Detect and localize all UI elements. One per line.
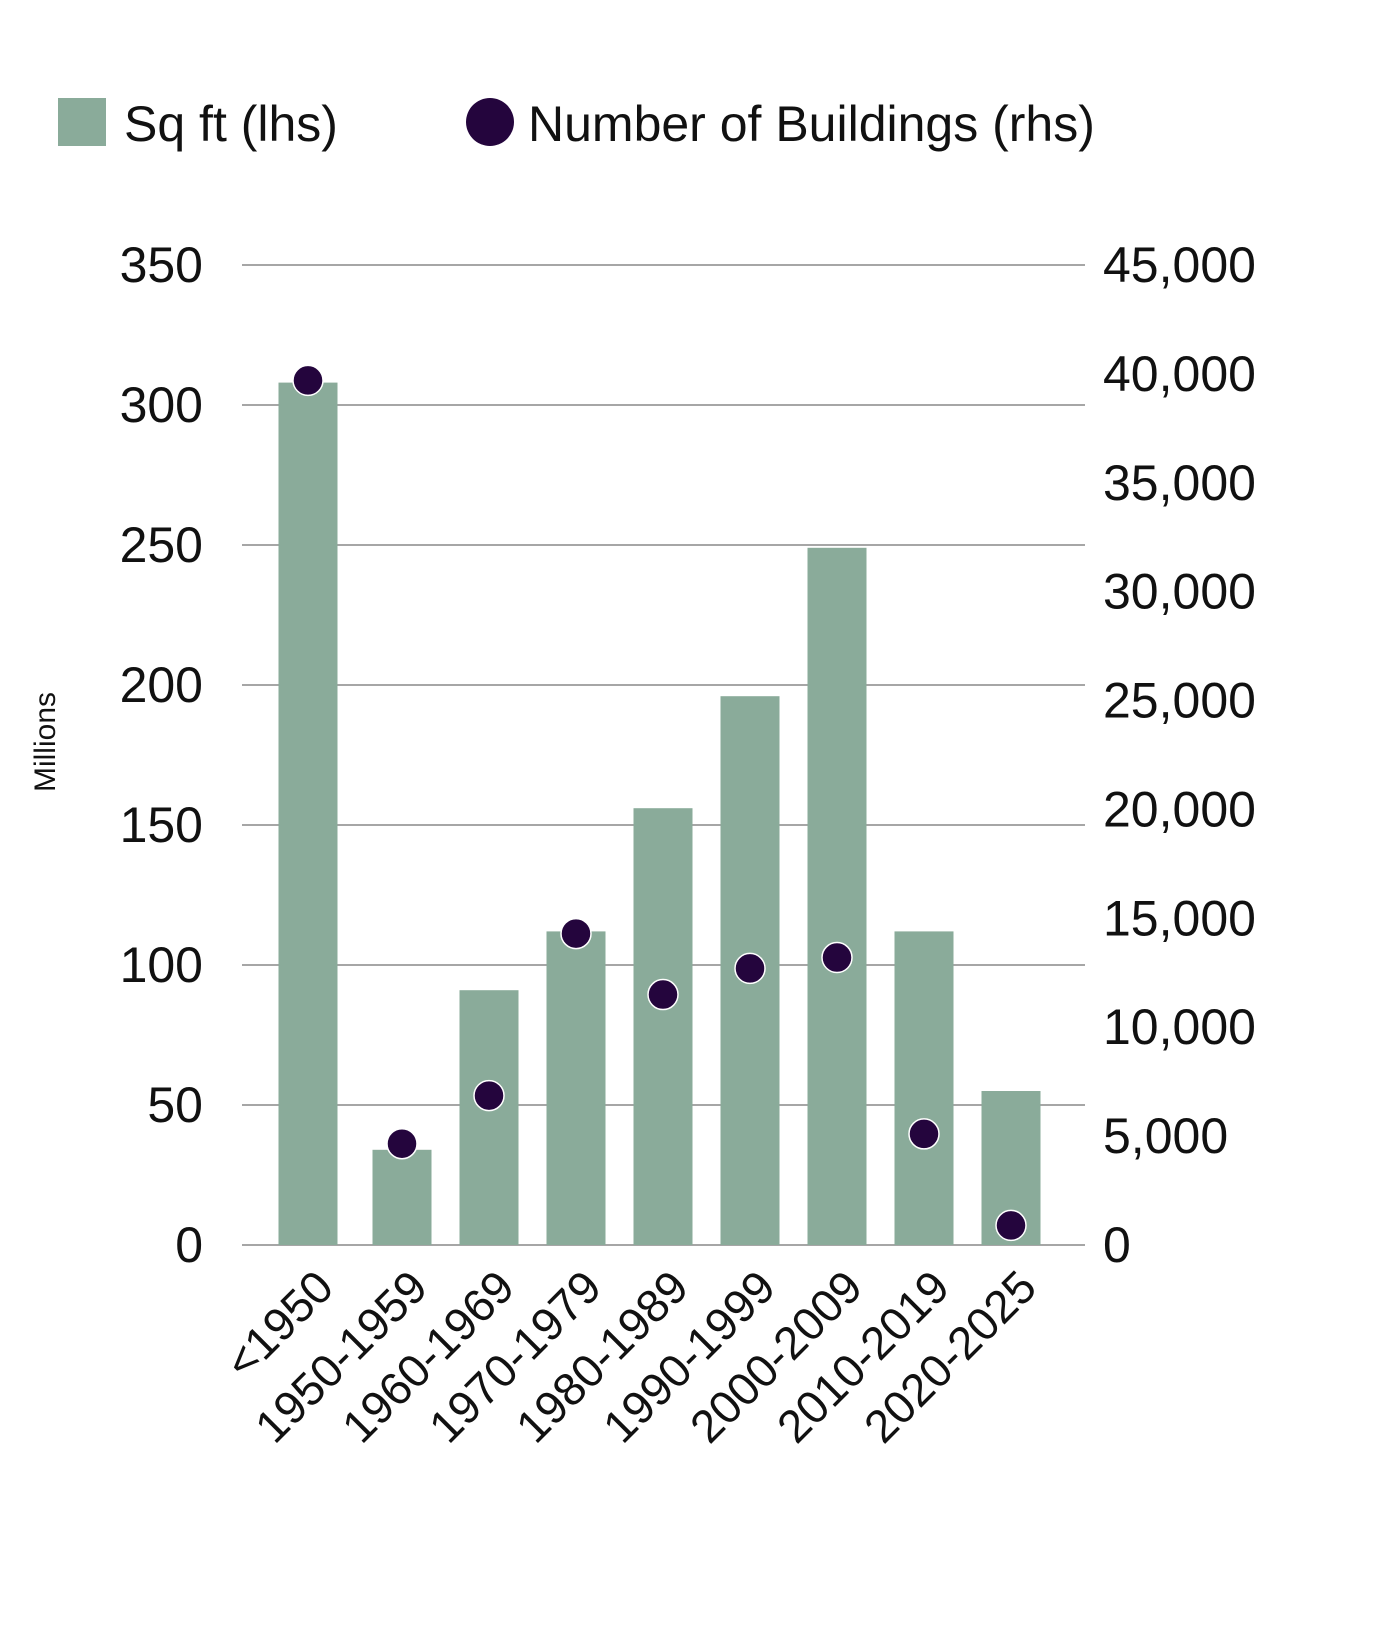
legend-label-sq-ft: Sq ft (lhs) bbox=[124, 96, 338, 152]
data-point bbox=[473, 1079, 505, 1112]
right-tick-label: 20,000 bbox=[1103, 781, 1256, 837]
bar bbox=[807, 547, 867, 1245]
left-axis-label: Millions bbox=[29, 692, 62, 792]
left-tick-label: 150 bbox=[120, 797, 203, 853]
right-tick-label: 5,000 bbox=[1103, 1108, 1228, 1164]
left-tick-label: 350 bbox=[120, 237, 203, 293]
left-tick-label: 300 bbox=[120, 377, 203, 433]
bar bbox=[546, 931, 606, 1245]
data-point bbox=[821, 941, 853, 974]
data-point bbox=[995, 1209, 1027, 1242]
bar bbox=[894, 931, 954, 1245]
legend: Sq ft (lhs) Number of Buildings (rhs) bbox=[58, 96, 1095, 152]
right-tick-label: 30,000 bbox=[1103, 564, 1256, 620]
right-tick-label: 0 bbox=[1103, 1217, 1131, 1273]
bar-series bbox=[278, 382, 1041, 1246]
right-tick-label: 15,000 bbox=[1103, 890, 1256, 946]
left-tick-label: 0 bbox=[175, 1217, 203, 1273]
right-tick-label: 25,000 bbox=[1103, 673, 1256, 729]
legend-swatch-sq-ft bbox=[58, 98, 106, 146]
data-point bbox=[292, 364, 324, 397]
bar bbox=[278, 382, 338, 1246]
left-tick-label: 200 bbox=[120, 657, 203, 713]
scatter-series bbox=[292, 364, 1027, 1242]
data-point bbox=[734, 952, 766, 985]
right-tick-label: 35,000 bbox=[1103, 455, 1256, 511]
bar bbox=[459, 990, 519, 1245]
right-tick-label: 40,000 bbox=[1103, 346, 1256, 402]
right-tick-label: 45,000 bbox=[1103, 237, 1256, 293]
legend-label-number-of-buildings: Number of Buildings (rhs) bbox=[528, 96, 1095, 152]
left-axis-ticks: 0 50 100 150 200 250 300 350 bbox=[120, 237, 203, 1273]
data-point bbox=[647, 978, 679, 1011]
x-axis-ticks: <19501950-19591960-19691970-19791980-198… bbox=[215, 1260, 1046, 1452]
data-point bbox=[560, 917, 592, 950]
right-axis-ticks: 0 5,000 10,000 15,000 20,000 25,000 30,000 35,0… bbox=[1103, 237, 1256, 1273]
left-tick-label: 100 bbox=[120, 937, 203, 993]
data-point bbox=[908, 1118, 940, 1150]
left-tick-label: 250 bbox=[120, 517, 203, 573]
right-tick-label: 10,000 bbox=[1103, 999, 1256, 1055]
bar bbox=[633, 808, 693, 1245]
left-tick-label: 50 bbox=[147, 1077, 203, 1133]
data-point bbox=[386, 1127, 418, 1160]
legend-swatch-number-of-buildings bbox=[466, 98, 514, 146]
bar bbox=[372, 1149, 432, 1245]
